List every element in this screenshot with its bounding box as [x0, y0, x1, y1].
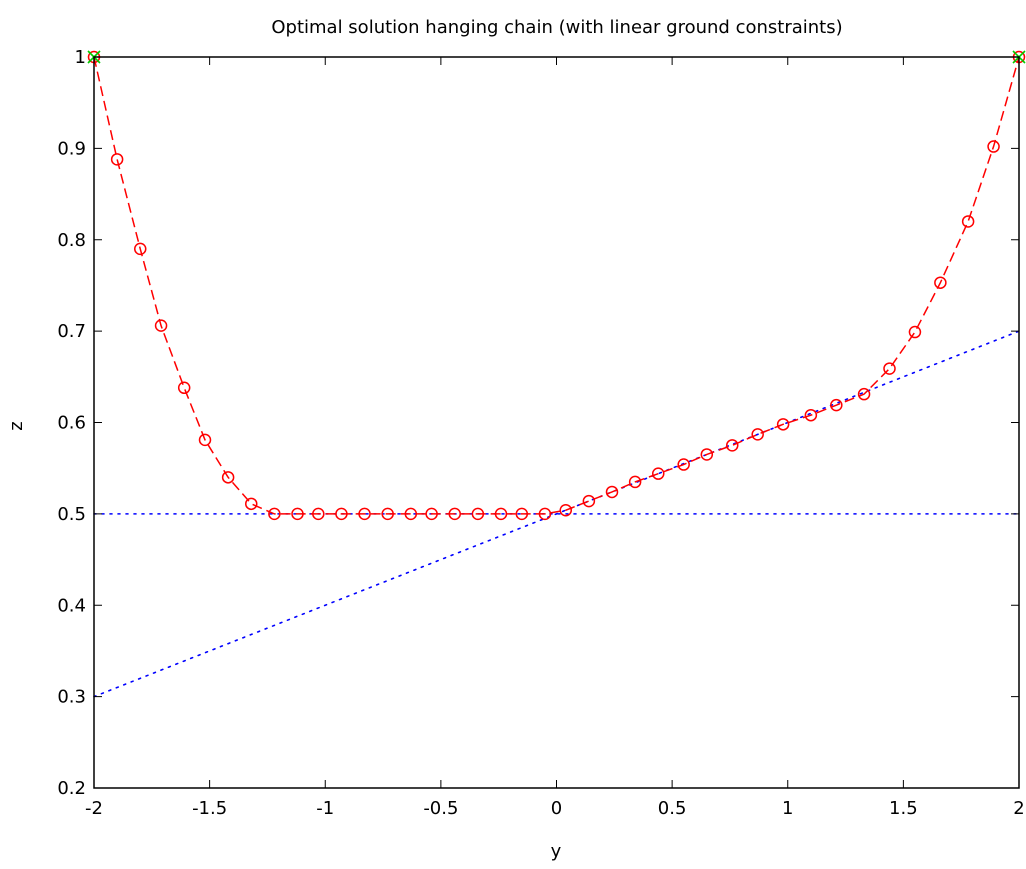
chain-point — [154, 319, 168, 332]
chain-point — [221, 471, 235, 484]
y-tick-label: 0.6 — [57, 413, 86, 434]
chain-point — [312, 507, 325, 521]
chain-point — [677, 458, 690, 471]
x-tick-label: -0.5 — [423, 798, 458, 819]
chain-point — [335, 507, 348, 521]
chain-point — [358, 507, 371, 521]
chain-point — [559, 503, 572, 517]
chain-point — [110, 153, 124, 166]
y-tick-label: 0.9 — [57, 138, 86, 159]
chain-point — [404, 507, 418, 521]
chain-point — [515, 507, 529, 521]
x-tick-label: 0.5 — [658, 798, 687, 819]
constraint-line-2 — [93, 330, 1020, 698]
chain-point — [198, 433, 212, 447]
chain-point — [857, 387, 871, 401]
chain-point — [652, 467, 665, 480]
chain-point — [268, 507, 281, 521]
y-tick-label: 1 — [75, 47, 86, 68]
chain-point — [291, 507, 304, 521]
chain-point — [381, 507, 394, 521]
y-tick-label: 0.8 — [57, 230, 86, 251]
chain-point — [934, 276, 947, 289]
chain-point — [448, 507, 461, 521]
chain-point — [987, 140, 1000, 153]
chain-point — [776, 418, 790, 431]
x-tick-label: 1.5 — [889, 798, 918, 819]
chain-point — [883, 362, 896, 375]
x-tick-label: 0 — [551, 798, 562, 819]
chain-point — [245, 497, 258, 511]
chain-point — [538, 507, 552, 521]
x-tick-label: 1 — [782, 798, 793, 819]
chain-line — [93, 56, 1020, 515]
chain-point — [425, 507, 438, 521]
chain-point — [177, 381, 191, 395]
y-tick-label: 0.2 — [57, 778, 86, 799]
chain-point — [961, 215, 975, 228]
y-tick-label: 0.7 — [57, 321, 86, 342]
chain-point — [605, 485, 619, 499]
x-tick-label: -2 — [85, 798, 103, 819]
y-tick-label: 0.3 — [57, 687, 86, 708]
x-tick-label: 2 — [1013, 798, 1024, 819]
chain-point — [908, 325, 922, 339]
plot-area — [87, 50, 1026, 698]
chain-point — [628, 475, 642, 489]
chain-point — [582, 494, 596, 508]
chain-point — [700, 448, 714, 461]
x-tick-label: -1.5 — [192, 798, 227, 819]
chain-point — [726, 439, 739, 452]
chain-point — [471, 507, 485, 521]
axis-ticks: -2 -1.5 -1 -0.5 0 0.5 1 1.5 2 0.2 0.3 0.4 0.5 0.6 0.7 0… — [57, 47, 1024, 819]
chain-point — [134, 242, 147, 256]
x-tick-label: -1 — [316, 798, 334, 819]
chain-point — [751, 428, 764, 441]
chain-point — [494, 507, 508, 521]
x-axis-label: y — [551, 841, 562, 862]
chain-point — [804, 408, 818, 422]
chart-title: Optimal solution hanging chain (with lin… — [271, 17, 842, 38]
y-axis-label: z — [6, 421, 27, 430]
y-tick-label: 0.5 — [57, 504, 86, 525]
chain-point — [830, 398, 843, 412]
y-tick-label: 0.4 — [57, 595, 86, 616]
